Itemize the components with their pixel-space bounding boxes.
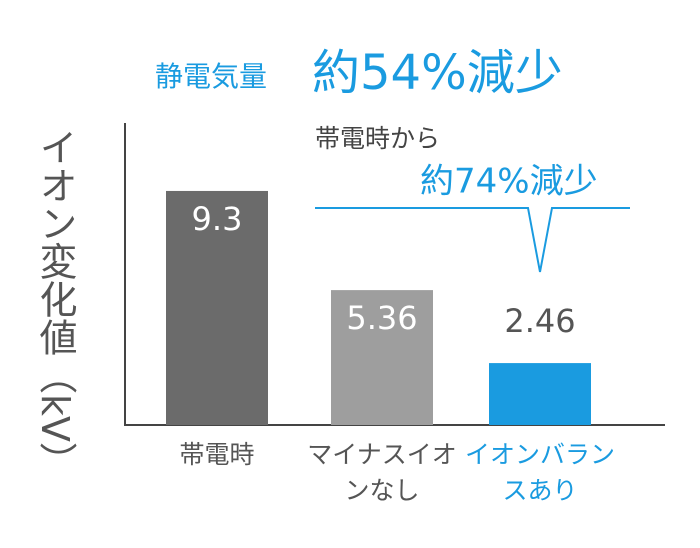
x-tick-label: イオンバランスあり: [464, 440, 615, 505]
value-label: 5.36: [346, 299, 417, 337]
chart-subtitle: 約54%減少: [312, 45, 563, 101]
bracket: [315, 207, 630, 273]
bar: [166, 190, 268, 425]
chart-title: 静電気量: [155, 60, 267, 93]
y-axis-label: イオン変化値（kV）: [33, 128, 77, 480]
bar: [331, 290, 433, 425]
value-label: 9.3: [192, 200, 243, 238]
x-tick-label: 帯電時: [179, 440, 255, 469]
x-tick-label: マイナスイオンなし: [307, 440, 457, 505]
annotation: 帯電時から: [315, 124, 440, 153]
annotation: 約74%減少: [420, 162, 598, 202]
value-label: 2.46: [504, 302, 575, 340]
bar: [489, 363, 591, 425]
